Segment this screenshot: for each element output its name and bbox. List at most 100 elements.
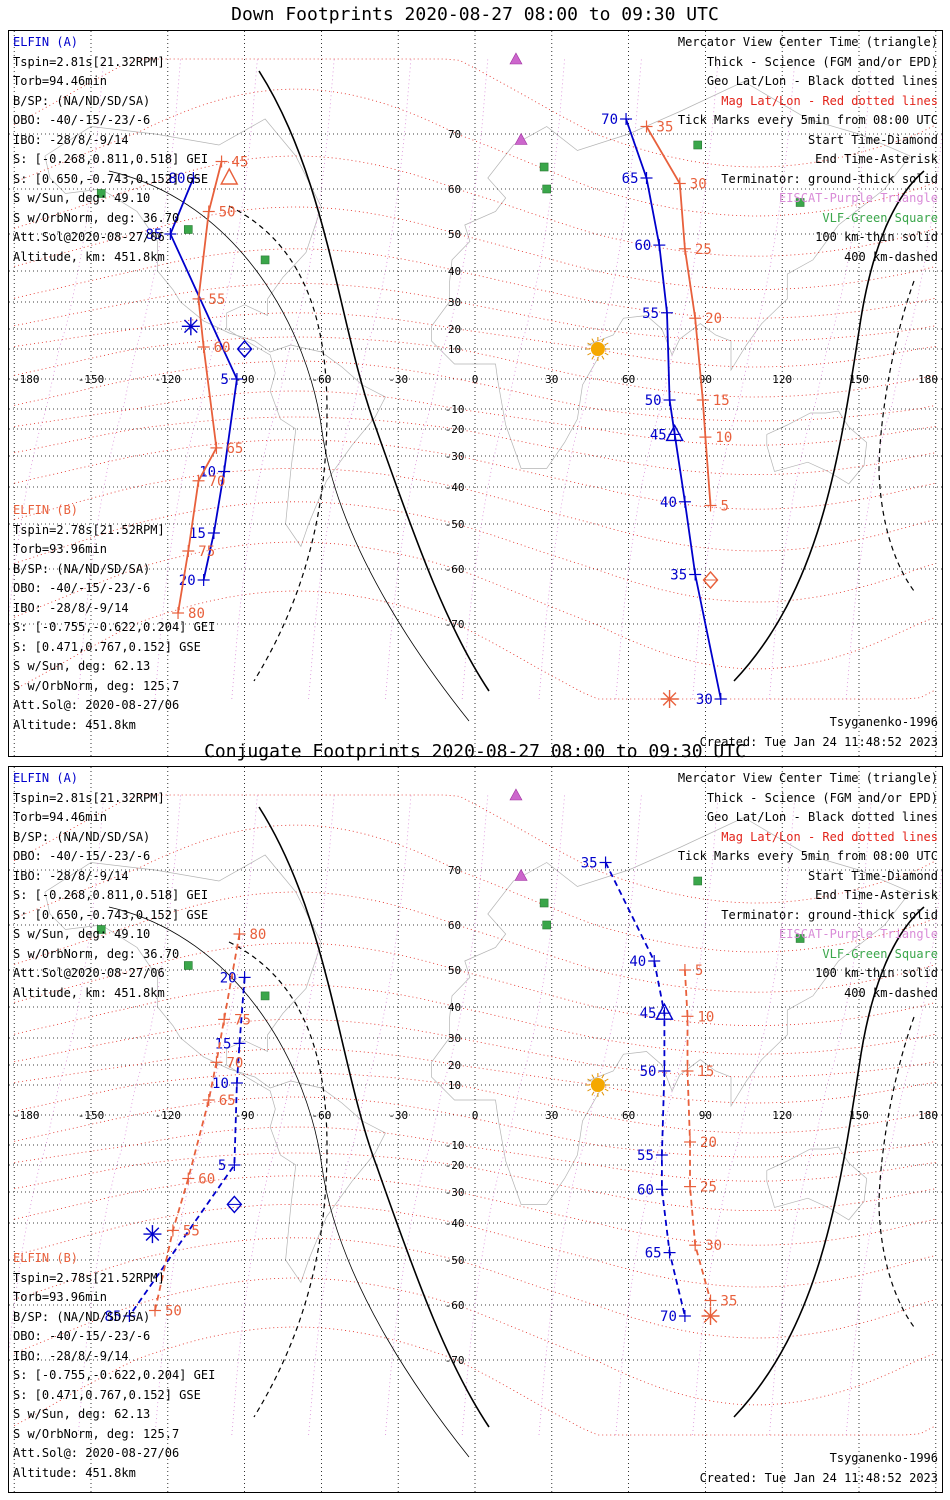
lat-tick-label: 10 [448, 1079, 461, 1092]
eiscat-triangle-icon [509, 788, 523, 801]
param-line: S: [-0.268,0.811,0.518] GEI [13, 888, 209, 902]
terminator-100km [108, 170, 470, 722]
time-tick-label: 15 [697, 1064, 714, 1080]
mag-meridian [231, 794, 335, 1436]
sun-ray [591, 1074, 595, 1079]
legend-item: 400 km-dashed [844, 249, 938, 264]
time-tick-label: 35 [657, 120, 674, 136]
time-tick-label: 15 [215, 1036, 232, 1052]
end-asterisk-icon [703, 1309, 718, 1323]
time-tick-label: 35 [581, 856, 598, 872]
time-tick-label: 85 [105, 1309, 122, 1325]
param-line: OBO: -40/-15/-23/-6 [13, 1329, 151, 1343]
eiscat-triangle-icon [509, 52, 523, 65]
mag-meridian [692, 58, 796, 700]
time-tick-label: 65 [645, 1246, 662, 1262]
param-line: Altitude, km: 451.8km [13, 249, 165, 264]
time-tick-label: 55 [183, 1223, 200, 1239]
mag-latitude-line [14, 1048, 936, 1104]
time-tick-label: 80 [169, 171, 186, 187]
mag-meridian [538, 794, 642, 1436]
mag-latitude-line [14, 312, 936, 368]
legend-item: Mag Lat/Lon - Red dotted lines [721, 829, 938, 844]
param-line: S w/OrbNorm, deg: 125.7 [13, 678, 180, 693]
created-label: Created: Tue Jan 24 11:48:52 2023 [699, 1471, 938, 1485]
center-triangle-icon [655, 1002, 674, 1020]
lat-tick-label: 40 [448, 265, 461, 278]
panel-1-title: Down Footprints 2020-08-27 08:00 to 09:3… [231, 4, 719, 25]
lat-tick-label: 60 [448, 919, 461, 932]
lat-tick-label: -30 [445, 1186, 465, 1199]
time-tick-label: 65 [219, 1093, 236, 1109]
lat-tick-label: -40 [445, 481, 465, 494]
sun-ray [591, 1091, 595, 1096]
param-line: OBO: -40/-15/-23/-6 [13, 581, 151, 595]
time-tick-label: 55 [642, 306, 659, 322]
mag-meridian [615, 58, 719, 700]
time-tick-label: 55 [637, 1148, 654, 1164]
param-line: IBO: -28/8/-9/14 [13, 1348, 129, 1363]
mag-latitude-line [14, 439, 936, 510]
legend-item: 100 km-thin solid [815, 230, 938, 244]
time-tick-label: 5 [721, 499, 729, 515]
vlf-square-icon [693, 876, 703, 886]
lon-tick-label: 180 [918, 373, 938, 386]
time-tick-label: 15 [713, 393, 730, 409]
mag-meridian [9, 794, 105, 1355]
param-line: B/SP: (NA/ND/SD/SA) [13, 829, 151, 844]
lat-tick-label: 70 [448, 864, 461, 877]
mag-meridian [385, 794, 489, 1436]
vlf-square-icon [96, 189, 106, 198]
mag-latitude-line [14, 590, 936, 700]
param-line: Torb=94.46min [13, 810, 107, 824]
sun-ray [604, 352, 609, 356]
param-line: S: [-0.268,0.811,0.518] GEI [13, 152, 209, 166]
param-line: Tspin=2.81s[21.32RPM] [13, 54, 165, 69]
lon-tick-label: -120 [155, 1109, 182, 1122]
mag-meridian [538, 58, 642, 700]
lon-tick-label: -60 [311, 373, 331, 386]
vlf-square-icon [542, 920, 551, 930]
vlf-square-icon [539, 162, 549, 172]
mag-latitude-line [14, 1237, 936, 1339]
time-tick-label: 25 [700, 1180, 717, 1196]
lon-tick-label: -90 [235, 1109, 255, 1122]
mag-latitude-line [14, 1203, 936, 1288]
time-tick-label: 40 [660, 495, 677, 511]
legend-item: Mercator View Center Time (triangle) [677, 35, 938, 49]
legend-item: VLF-Green Square [822, 210, 938, 225]
model-label: Tsyganenko-1996 [829, 715, 938, 729]
sun-icon [590, 342, 605, 356]
param-line: S w/Sun, deg: 62.13 [13, 659, 151, 673]
time-tick-label: 70 [601, 112, 618, 128]
terminator-400km-east [878, 1016, 915, 1328]
legend-item: VLF-Green Square [822, 946, 938, 961]
sun-ray [587, 352, 592, 356]
param-line: Att.Sol@: 2020-08-27/06 [13, 1446, 180, 1460]
lat-tick-label: -70 [445, 1354, 465, 1367]
param-line: B/SP: (NA/ND/SD/SA) [13, 93, 151, 108]
lat-tick-label: -20 [445, 1159, 465, 1172]
time-tick-label: 25 [695, 242, 712, 258]
terminator-400km [228, 205, 328, 682]
lat-tick-label: 60 [448, 183, 461, 196]
mag-meridian [769, 58, 873, 700]
lat-tick-label: -20 [445, 423, 465, 436]
mag-meridian [692, 794, 796, 1436]
time-tick-label: 20 [220, 970, 237, 986]
time-tick-label: 20 [700, 1135, 717, 1151]
time-tick-label: 45 [650, 427, 667, 443]
param-line: IBO: -28/8/-9/14 [13, 132, 129, 147]
lon-tick-label: -150 [78, 373, 105, 386]
param-line: S: [0.650,-0.743,0.152] GSE [13, 171, 209, 186]
sun-ray [601, 338, 605, 343]
mag-meridian [385, 58, 489, 700]
legend-item: Geo Lat/Lon - Black dotted lines [706, 74, 938, 88]
mag-latitude-line [14, 1072, 936, 1134]
param-line: B/SP: (NA/ND/SD/SA) [13, 1309, 151, 1324]
time-tick-label: 30 [705, 1238, 722, 1254]
time-tick-label: 40 [629, 954, 646, 970]
vlf-square-icon [96, 925, 106, 934]
mag-latitude-line [14, 155, 936, 257]
param-line: S: [-0.755,-0.622,0.204] GEI [13, 1368, 216, 1382]
